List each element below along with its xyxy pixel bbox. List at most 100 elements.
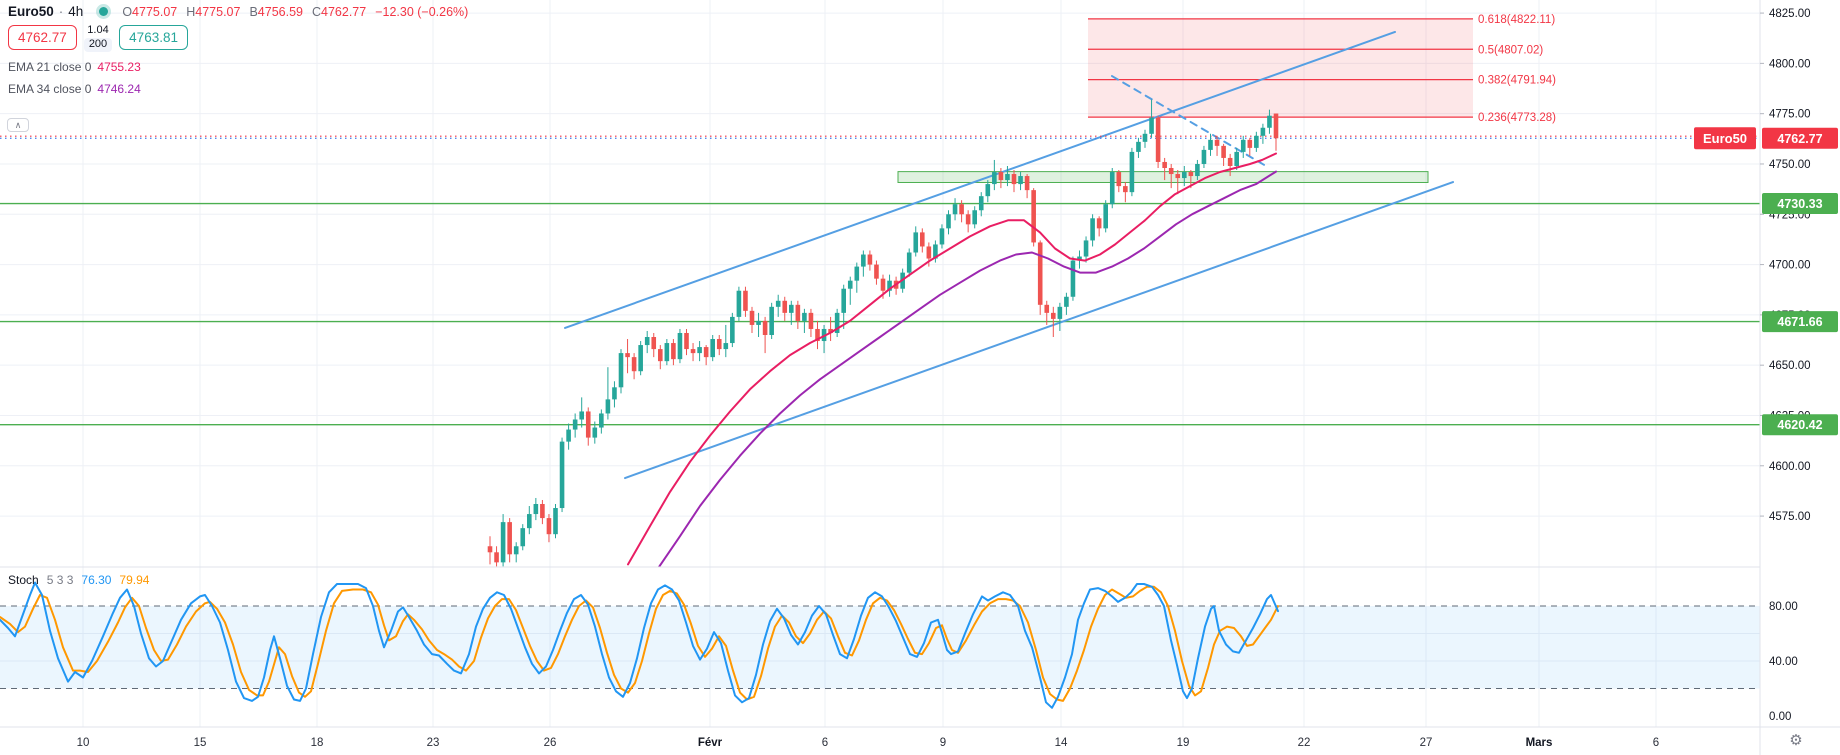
candle: [1175, 170, 1181, 195]
candle-body: [487, 546, 493, 553]
candle-body: [1254, 135, 1259, 148]
time-axis-label: 19: [1177, 737, 1190, 749]
stoch-pane[interactable]: [0, 581, 1760, 709]
grid-lines: [0, 0, 1760, 727]
time-axis-label: 15: [194, 737, 207, 749]
stoch-tick-label: 0.00: [1769, 711, 1791, 723]
stoch-d-line[interactable]: [0, 585, 1279, 702]
candle-body: [815, 328, 820, 342]
candle-body: [920, 232, 925, 247]
time-axis[interactable]: 10 15 18 23 26 Févr 6 9 14 19 22 27 Mars 6: [77, 737, 1660, 749]
candle: [1051, 306, 1056, 338]
candle-body: [507, 522, 512, 555]
candle-body: [985, 184, 991, 197]
stoch-k-line[interactable]: [0, 581, 1279, 709]
badge-price-label: 4671.66: [1777, 315, 1822, 329]
candle: [605, 367, 611, 420]
badge-price-label: 4730.33: [1777, 197, 1822, 211]
candle-body: [677, 332, 683, 360]
candle-body: [1195, 163, 1200, 177]
candle-body: [1208, 139, 1213, 150]
candle: [769, 302, 774, 340]
candle: [1240, 135, 1246, 158]
candle-body: [1247, 139, 1253, 148]
candle: [939, 224, 945, 249]
candle-body: [1136, 141, 1141, 152]
candle-body: [952, 204, 958, 215]
symbol-title[interactable]: Euro50: [8, 4, 54, 19]
candle: [1064, 292, 1069, 315]
ema21-legend-row[interactable]: EMA 21 close 0 4755.23: [8, 59, 141, 74]
candle-body: [762, 320, 768, 335]
candle-body: [553, 508, 558, 535]
candle-body: [664, 343, 670, 362]
ema34-legend-row[interactable]: EMA 34 close 0 4746.24: [8, 81, 141, 96]
candle: [1227, 153, 1233, 177]
ema21-line[interactable]: [627, 152, 1277, 566]
main-legend: Euro50 · 4h O4775.07 H4775.07 B4756.59 C…: [8, 4, 468, 96]
ema34-line[interactable]: [657, 170, 1277, 569]
candle-body: [612, 387, 617, 400]
candle-body: [795, 304, 801, 321]
candle-body: [1240, 139, 1246, 152]
candle-body: [710, 339, 715, 358]
candle-body: [651, 337, 657, 350]
candle-body: [625, 353, 630, 358]
sell-price-button[interactable]: 4762.77: [8, 25, 77, 51]
candle-body: [1162, 161, 1167, 169]
candle: [625, 339, 630, 374]
candle-body: [500, 522, 506, 563]
candle: [1168, 163, 1174, 189]
ascending-trendline[interactable]: [564, 30, 1396, 329]
candle-body: [1129, 151, 1135, 193]
price-tick-label: 4650.00: [1769, 360, 1811, 372]
price-axis[interactable]: 4825.004800.004775.004750.004725.004700.…: [1760, 8, 1838, 723]
ascending-trendline[interactable]: [624, 181, 1454, 480]
price-tick-label: 4775.00: [1769, 109, 1811, 121]
stoch-legend[interactable]: Stoch 5 3 3 76.30 79.94: [8, 573, 150, 587]
buy-price-button[interactable]: 4763.81: [119, 25, 188, 51]
candle: [1136, 137, 1141, 158]
price-pane[interactable]: [0, 18, 1760, 569]
candle-body: [867, 254, 873, 265]
candle: [677, 328, 683, 364]
candle-body: [749, 310, 755, 325]
candle: [1201, 145, 1207, 169]
candle-body: [671, 343, 676, 360]
candle: [1162, 157, 1167, 181]
candle-body: [540, 504, 545, 519]
market-status-icon: [99, 7, 109, 16]
candle: [789, 300, 794, 325]
candle-body: [559, 441, 565, 509]
candle: [513, 542, 519, 563]
legend-collapse-button[interactable]: ∧: [7, 118, 29, 132]
minor-descending-trendline[interactable]: [1111, 75, 1267, 167]
time-axis-settings-button[interactable]: ⚙: [1783, 729, 1809, 751]
candle-body: [939, 228, 945, 245]
candle: [1221, 143, 1226, 166]
candle: [867, 250, 873, 271]
candle-body: [1116, 172, 1122, 187]
candle-body: [965, 214, 971, 225]
chevron-up-icon: ∧: [14, 120, 22, 130]
price-axis-badge: 4671.66: [1762, 311, 1838, 333]
badge-price-label: 4762.77: [1777, 132, 1822, 146]
candle-body: [1214, 139, 1220, 146]
candle-body: [716, 339, 722, 350]
time-axis-label: 23: [427, 737, 440, 749]
price-axis-badge: 4620.42: [1762, 414, 1838, 436]
candle: [920, 228, 925, 253]
candle: [1090, 214, 1095, 247]
candle: [913, 226, 919, 257]
symbol-separator: ·: [58, 4, 64, 19]
candle: [828, 316, 833, 342]
candle: [1129, 147, 1135, 197]
interval-label[interactable]: 4h: [68, 4, 84, 19]
fib-level-label: 0.5(4807.02): [1478, 44, 1543, 56]
support-zone-box[interactable]: [897, 171, 1429, 183]
candle: [527, 506, 532, 535]
fib-retracement-zone[interactable]: [1088, 18, 1473, 118]
